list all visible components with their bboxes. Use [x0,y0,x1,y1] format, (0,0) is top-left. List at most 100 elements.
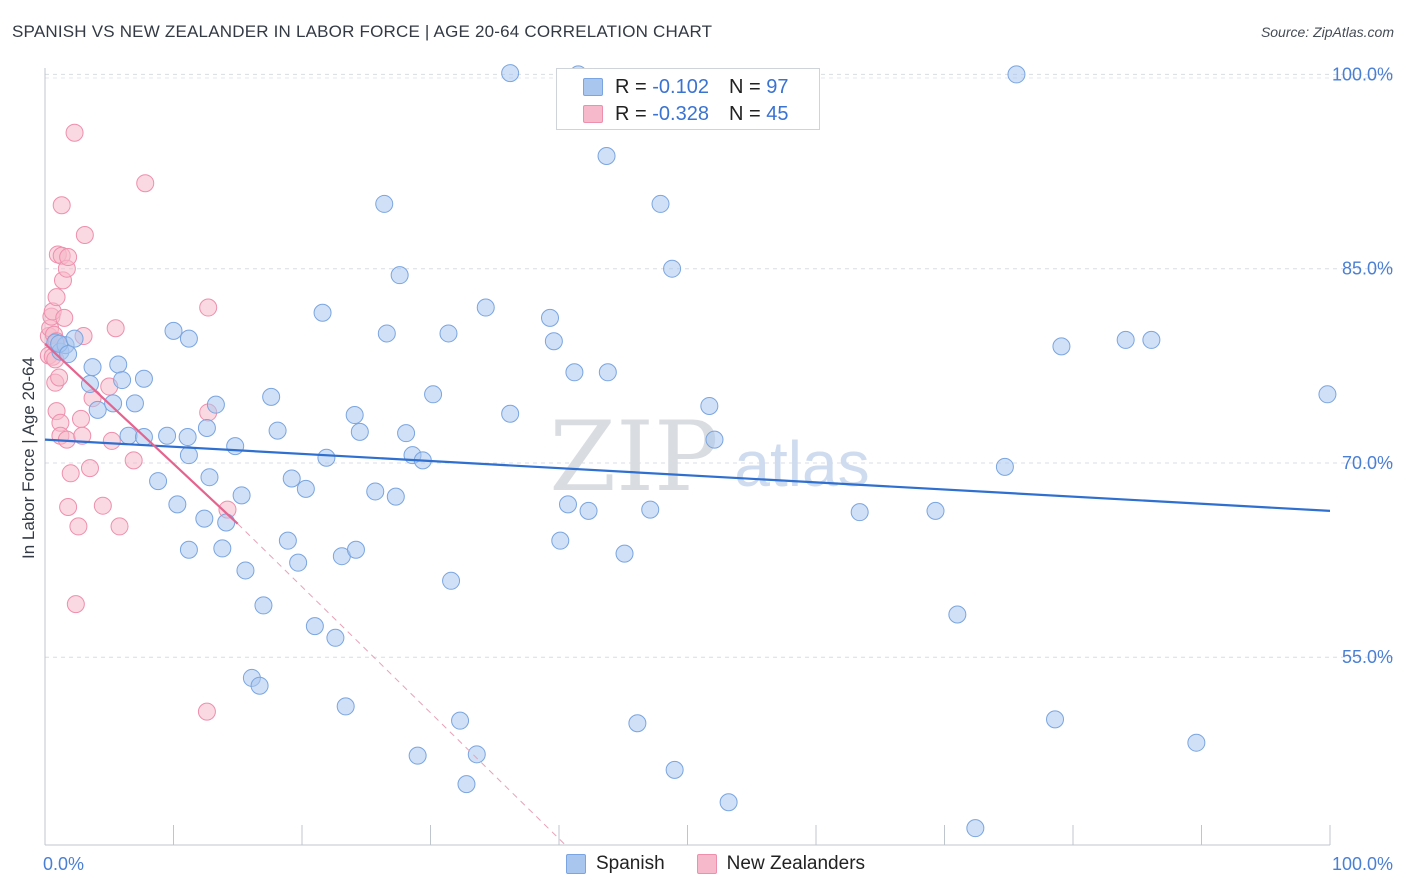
spanish-point [236,561,255,580]
nz-point [71,409,90,428]
nz-point [47,288,66,307]
y-axis-title: In Labor Force | Age 20-64 [19,357,38,559]
spanish-point [467,745,486,764]
nz-point [59,497,78,516]
spanish-point [197,418,216,437]
spanish-point [628,714,647,733]
legend-swatch-nz [583,105,603,123]
spanish-point [80,374,99,393]
spanish-point [326,628,345,647]
spanish-point [457,775,476,794]
spanish-point [966,819,985,838]
spanish-point [651,194,670,213]
spanish-point [424,385,443,404]
spanish-point [439,324,458,343]
spanish-point [232,486,251,505]
series-legend: Spanish New Zealanders [566,852,897,876]
spanish-point [850,503,869,522]
spanish-point [109,355,128,374]
trend-lines [44,342,1331,846]
nz-point [55,308,74,327]
nz-point [106,319,125,338]
series-legend-nz[interactable]: New Zealanders [696,853,865,875]
spanish-point [250,676,269,695]
spanish-point [579,501,598,520]
spanish-point [1116,330,1135,349]
x-tick-label: 0.0% [43,854,84,874]
spanish-point [83,358,102,377]
y-tick-label: 85.0% [1342,259,1393,279]
legend-r-label: R = [615,75,647,98]
spanish-point [336,697,355,716]
spanish-point [345,406,364,425]
nz-point [136,174,155,193]
spanish-point [149,472,168,491]
chart-title: SPANISH VS NEW ZEALANDER IN LABOR FORCE … [12,22,713,41]
spanish-point [558,495,577,514]
spanish-point [179,446,198,465]
spanish-point [366,482,385,501]
spanish-point [386,487,405,506]
spanish-point [541,308,560,327]
spanish-point [641,500,660,519]
spanish-point [317,448,336,467]
legend-r-label: R = [615,102,647,125]
nz-point [124,451,143,470]
nz-point [69,517,88,536]
spanish-trend-line [44,438,1331,512]
spanish-point [1046,710,1065,729]
y-tick-label: 100.0% [1332,64,1393,84]
spanish-point [375,194,394,213]
spanish-point [119,426,138,445]
spanish-point [665,760,684,779]
nz-point [61,464,80,483]
spanish-point [164,321,183,340]
spanish-point [377,324,396,343]
watermark-atlas: atlas [734,428,869,500]
spanish-point [217,513,236,532]
spanish-point [397,424,416,443]
spanish-point [313,303,332,322]
legend-swatch-spanish [583,78,603,96]
spanish-point [278,531,297,550]
spanish-point [305,617,324,636]
spanish-point [125,394,144,413]
spanish-point [1187,733,1206,752]
spanish-point [195,509,214,528]
nz-point [65,123,84,142]
spanish-point [390,266,409,285]
legend-n-label: N = [728,102,761,125]
nz-point [199,298,218,317]
nz-point [80,459,99,478]
spanish-point [59,345,78,364]
spanish-point [476,298,495,317]
nz-point [52,196,71,215]
spanish-point [663,259,682,278]
spanish-point [544,332,563,351]
spanish-point [178,428,197,447]
spanish-point [1318,385,1337,404]
nz-point [50,368,69,387]
spanish-point [289,553,308,572]
spanish-swatch [566,854,586,874]
y-tick-labels: 100.0% 85.0% 70.0% 55.0% [1332,64,1393,667]
spanish-point [200,468,219,487]
nz-point [66,595,85,614]
spanish-point [134,369,153,388]
spanish-point [501,64,520,83]
spanish-point [346,540,365,559]
legend-r-value: -0.328 [652,102,709,125]
spanish-point [179,329,198,348]
spanish-point [268,421,287,440]
nz-trend-line [44,342,239,525]
series-legend-spanish[interactable]: Spanish [566,853,665,875]
spanish-point [179,540,198,559]
spanish-label: Spanish [596,853,665,874]
x-tick-labels: 0.0% 100.0% [43,854,1393,874]
spanish-point [296,479,315,498]
spanish-point [451,711,470,730]
spanish-point [1052,337,1071,356]
legend-n-value: 45 [766,102,789,125]
spanish-point [282,469,301,488]
